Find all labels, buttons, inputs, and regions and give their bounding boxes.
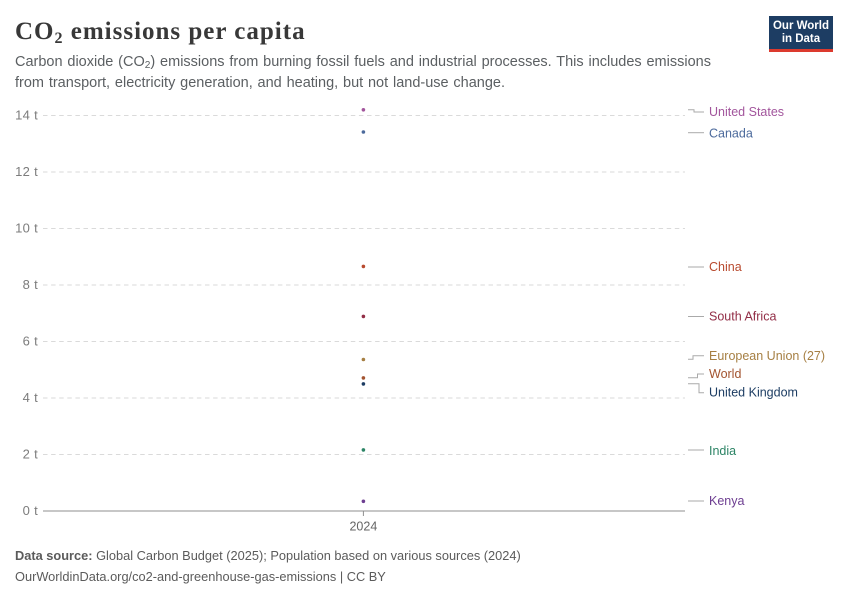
- svg-text:United Kingdom: United Kingdom: [709, 386, 798, 400]
- svg-text:China: China: [709, 260, 742, 274]
- svg-text:South Africa: South Africa: [709, 310, 776, 324]
- svg-text:Kenya: Kenya: [709, 494, 744, 508]
- svg-text:2024: 2024: [349, 520, 377, 534]
- svg-text:12 t: 12 t: [15, 164, 38, 179]
- svg-text:Canada: Canada: [709, 127, 753, 141]
- svg-text:10 t: 10 t: [15, 221, 38, 236]
- svg-text:8 t: 8 t: [23, 277, 38, 292]
- svg-text:6 t: 6 t: [23, 334, 38, 349]
- svg-text:2 t: 2 t: [23, 447, 38, 462]
- svg-text:14 t: 14 t: [15, 108, 38, 123]
- svg-text:World: World: [709, 367, 741, 381]
- svg-text:India: India: [709, 444, 736, 458]
- svg-text:4 t: 4 t: [23, 390, 38, 405]
- svg-text:United States: United States: [709, 105, 784, 119]
- svg-text:0 t: 0 t: [23, 503, 38, 518]
- svg-text:European Union (27): European Union (27): [709, 349, 825, 363]
